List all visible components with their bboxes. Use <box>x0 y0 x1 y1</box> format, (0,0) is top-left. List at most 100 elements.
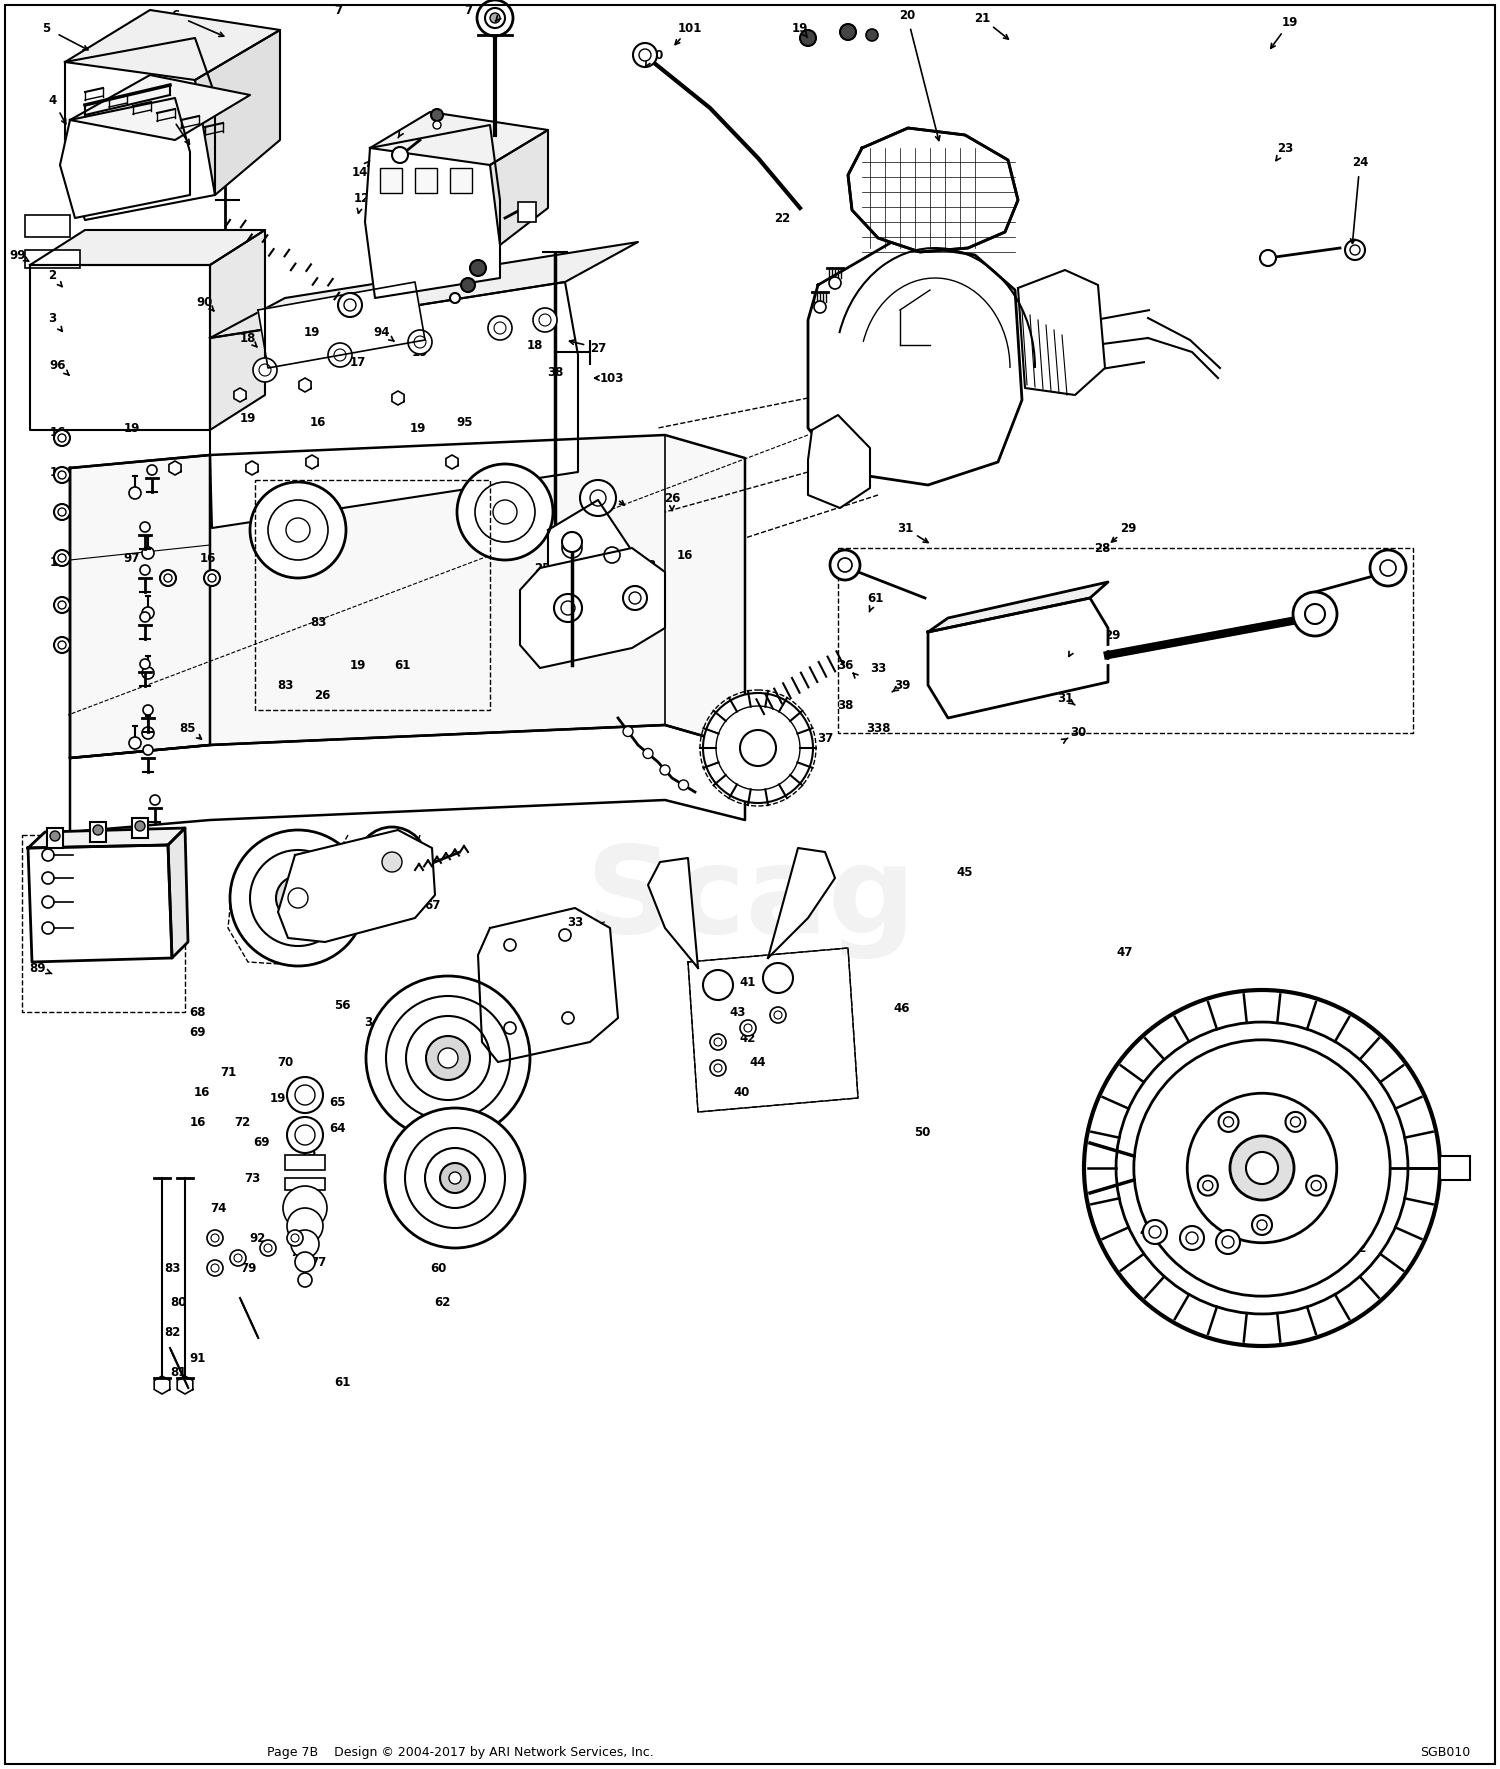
Circle shape <box>230 1251 246 1267</box>
Circle shape <box>865 28 877 41</box>
Text: 19: 19 <box>413 345 428 359</box>
Circle shape <box>561 601 574 616</box>
Polygon shape <box>177 1376 194 1394</box>
Text: Scag: Scag <box>585 842 915 959</box>
Circle shape <box>251 481 346 578</box>
Polygon shape <box>64 11 280 80</box>
Circle shape <box>58 508 66 517</box>
Polygon shape <box>278 830 435 943</box>
Text: 45: 45 <box>957 865 974 879</box>
Circle shape <box>260 364 272 377</box>
Text: 83: 83 <box>310 616 326 628</box>
Text: 61: 61 <box>867 591 883 605</box>
Polygon shape <box>154 1376 170 1394</box>
Text: 101: 101 <box>678 21 702 35</box>
Circle shape <box>1224 1116 1233 1127</box>
Text: 16: 16 <box>190 1116 206 1129</box>
Circle shape <box>438 1047 458 1068</box>
Text: 10: 10 <box>450 189 466 202</box>
Circle shape <box>740 1021 756 1037</box>
Text: 99: 99 <box>9 248 26 262</box>
Text: 69: 69 <box>254 1136 270 1148</box>
Text: 49: 49 <box>1209 1242 1227 1254</box>
Text: 53: 53 <box>244 862 260 874</box>
Circle shape <box>1306 1176 1326 1196</box>
Text: 95: 95 <box>456 416 474 428</box>
Bar <box>1440 1155 1470 1180</box>
Polygon shape <box>64 37 214 219</box>
Text: 73: 73 <box>244 1171 260 1185</box>
Circle shape <box>622 586 646 610</box>
Circle shape <box>538 315 550 325</box>
Text: 90: 90 <box>196 295 213 308</box>
Text: 6: 6 <box>171 9 178 21</box>
Circle shape <box>815 301 827 313</box>
Text: 38: 38 <box>837 699 854 711</box>
Text: 23: 23 <box>1276 142 1293 154</box>
Text: 29: 29 <box>1104 628 1120 642</box>
Circle shape <box>1246 1152 1278 1183</box>
Text: 24: 24 <box>1352 156 1368 168</box>
Circle shape <box>1380 561 1396 577</box>
Circle shape <box>440 1162 470 1192</box>
Circle shape <box>58 640 66 649</box>
Circle shape <box>344 299 355 311</box>
Text: 40: 40 <box>734 1086 750 1099</box>
Circle shape <box>644 748 652 759</box>
Text: 20: 20 <box>898 9 915 21</box>
Polygon shape <box>847 127 1018 251</box>
Text: 16: 16 <box>194 1086 210 1099</box>
Text: 22: 22 <box>774 212 790 225</box>
Text: 30: 30 <box>1070 725 1086 738</box>
Circle shape <box>50 831 60 840</box>
Circle shape <box>296 1084 315 1106</box>
Bar <box>285 1155 326 1169</box>
Circle shape <box>42 897 54 907</box>
Circle shape <box>1222 1237 1234 1247</box>
Text: 84: 84 <box>1359 1152 1377 1164</box>
Circle shape <box>1346 241 1365 260</box>
Circle shape <box>744 1024 752 1031</box>
Text: 82: 82 <box>164 1325 180 1339</box>
Circle shape <box>140 522 150 532</box>
Text: 61: 61 <box>334 1376 350 1389</box>
Text: 32: 32 <box>1066 639 1083 651</box>
Circle shape <box>1230 1136 1294 1199</box>
Circle shape <box>58 554 66 563</box>
Bar <box>450 168 472 193</box>
Polygon shape <box>210 281 578 527</box>
Text: 75: 75 <box>300 1146 316 1159</box>
Circle shape <box>160 570 176 586</box>
Circle shape <box>264 1244 272 1252</box>
Text: 38: 38 <box>548 366 562 379</box>
Text: 1: 1 <box>164 106 172 119</box>
Text: 87: 87 <box>64 881 80 895</box>
Text: 44: 44 <box>750 1056 766 1068</box>
Polygon shape <box>28 846 172 962</box>
Circle shape <box>93 824 104 835</box>
Text: 55: 55 <box>249 886 267 899</box>
Text: 61: 61 <box>394 658 410 672</box>
Polygon shape <box>648 858 698 968</box>
Polygon shape <box>370 111 548 165</box>
Bar <box>26 216 70 237</box>
Circle shape <box>704 969 734 999</box>
Polygon shape <box>170 462 182 476</box>
Text: 7: 7 <box>334 4 342 16</box>
Polygon shape <box>168 828 188 959</box>
Circle shape <box>142 745 153 755</box>
Polygon shape <box>234 387 246 402</box>
Circle shape <box>1186 1231 1198 1244</box>
Text: 57: 57 <box>424 1125 439 1139</box>
Text: 17: 17 <box>350 356 366 368</box>
Text: 16: 16 <box>50 465 66 478</box>
Circle shape <box>209 573 216 582</box>
Text: 3: 3 <box>48 311 56 324</box>
Circle shape <box>1290 1116 1300 1127</box>
Text: 48: 48 <box>1140 1226 1156 1238</box>
Circle shape <box>1134 1040 1390 1297</box>
Circle shape <box>334 348 346 361</box>
Polygon shape <box>30 265 210 430</box>
Text: 97: 97 <box>124 552 140 564</box>
Text: 16: 16 <box>676 548 693 561</box>
